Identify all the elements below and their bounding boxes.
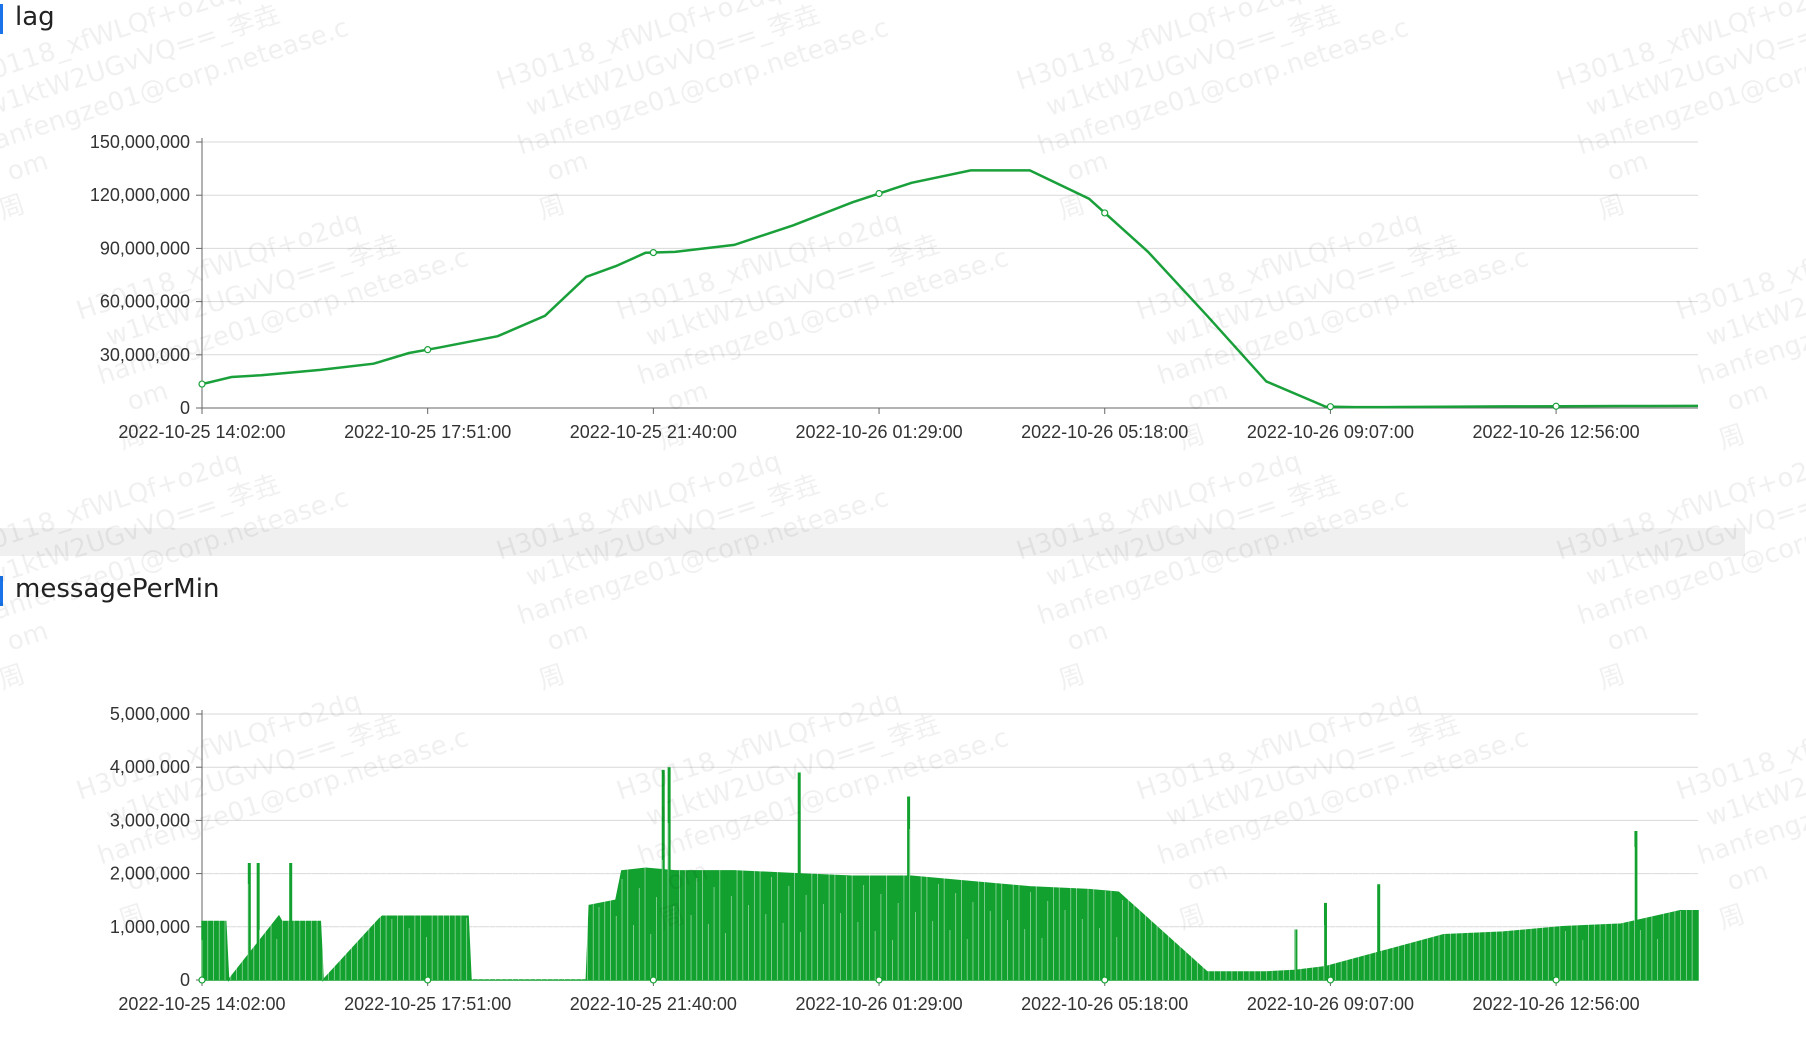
- x-tick-label: 2022-10-26 01:29:00: [795, 422, 962, 442]
- x-tick-label: 2022-10-25 17:51:00: [344, 422, 511, 442]
- y-tick-label: 0: [180, 398, 190, 418]
- lag-chart[interactable]: 0 30,000,000 60,000,000 90,000,000 120,000,0…: [0, 0, 1745, 520]
- series-point: [1102, 977, 1108, 983]
- lag-panel: lag 0 30,000,000 60,000,000 90,000,000 120,0…: [0, 0, 1745, 520]
- series-point: [876, 977, 882, 983]
- series-point: [425, 977, 431, 983]
- series-point: [650, 250, 656, 256]
- series-point: [425, 347, 431, 353]
- y-tick-label: 5,000,000: [110, 704, 190, 724]
- x-tick-label: 2022-10-25 14:02:00: [118, 422, 285, 442]
- x-tick-label: 2022-10-25 21:40:00: [570, 994, 737, 1014]
- y-tick-label: 90,000,000: [100, 238, 190, 258]
- y-tick-label: 1,000,000: [110, 917, 190, 937]
- series-point: [199, 381, 205, 387]
- y-tick-label: 30,000,000: [100, 345, 190, 365]
- x-tick-label: 2022-10-25 14:02:00: [118, 994, 285, 1014]
- series-point: [650, 977, 656, 983]
- series-point: [1327, 404, 1333, 410]
- series-point: [199, 977, 205, 983]
- y-tick-label: 3,000,000: [110, 810, 190, 830]
- y-tick-label: 2,000,000: [110, 864, 190, 884]
- x-tick-label: 2022-10-26 12:56:00: [1473, 994, 1640, 1014]
- x-tick-label: 2022-10-26 09:07:00: [1247, 994, 1414, 1014]
- x-tick-label: 2022-10-25 21:40:00: [570, 422, 737, 442]
- x-tick-label: 2022-10-26 05:18:00: [1021, 994, 1188, 1014]
- message-per-min-chart[interactable]: 0 1,000,000 2,000,000 3,000,000 4,000,000 5,0…: [0, 572, 1745, 1060]
- y-tick-label: 120,000,000: [90, 185, 190, 205]
- series-point: [1553, 403, 1559, 409]
- x-tick-label: 2022-10-26 05:18:00: [1021, 422, 1188, 442]
- x-tick-label: 2022-10-25 17:51:00: [344, 994, 511, 1014]
- series-point: [1102, 210, 1108, 216]
- x-tick-label: 2022-10-26 01:29:00: [795, 994, 962, 1014]
- y-tick-label: 0: [180, 970, 190, 990]
- series-point: [1553, 977, 1559, 983]
- y-tick-label: 60,000,000: [100, 292, 190, 312]
- panel-divider: [0, 528, 1745, 556]
- y-tick-label: 150,000,000: [90, 132, 190, 152]
- series-line-lag: [202, 170, 1698, 407]
- series-point: [1327, 977, 1333, 983]
- y-tick-label: 4,000,000: [110, 757, 190, 777]
- message-per-min-panel: messagePerMin 0 1,000,000 2,000,000 3,000,0…: [0, 572, 1745, 1060]
- series-point: [876, 191, 882, 197]
- x-tick-label: 2022-10-26 12:56:00: [1473, 422, 1640, 442]
- x-tick-label: 2022-10-26 09:07:00: [1247, 422, 1414, 442]
